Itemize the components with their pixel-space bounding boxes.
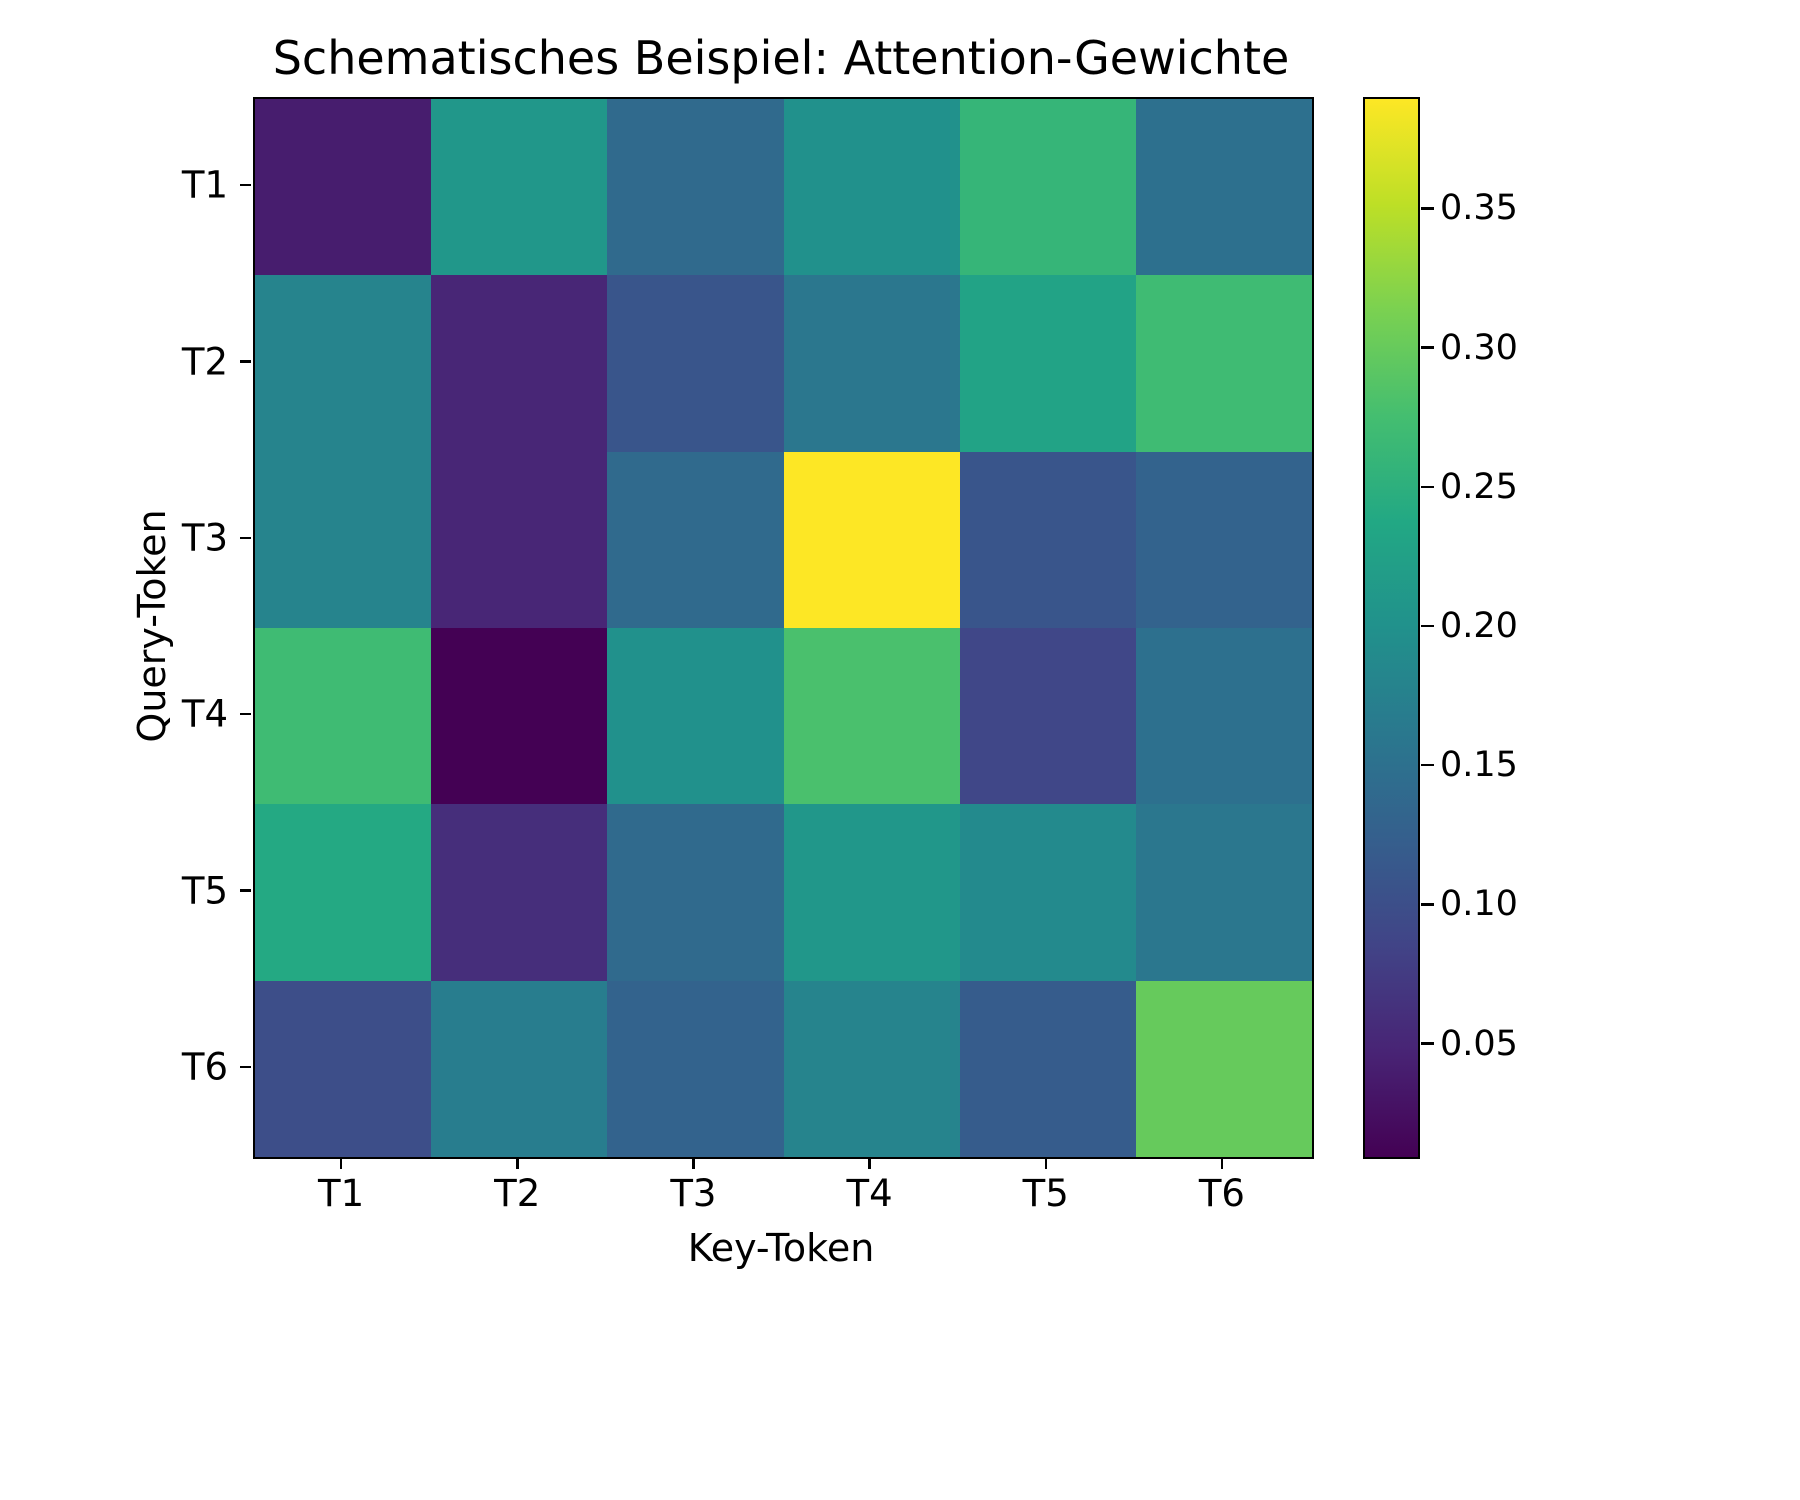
heatmap-cell [255, 627, 432, 805]
heatmap-cell [959, 627, 1136, 805]
heatmap-cell [431, 99, 608, 276]
heatmap-cell [783, 451, 960, 628]
heatmap-cell [255, 451, 432, 628]
heatmap-cell [959, 980, 1136, 1157]
colorbar-tick-mark [1421, 207, 1434, 210]
x-tick-mark [1044, 1158, 1047, 1169]
y-tick-mark [240, 712, 251, 716]
colorbar-tick-label: 0.25 [1440, 466, 1518, 507]
x-tick-mark [868, 1158, 871, 1169]
colorbar-tick-mark [1421, 1042, 1434, 1045]
x-tick-label: T4 [846, 1172, 893, 1215]
heatmap-cell [783, 99, 960, 276]
y-tick-mark [240, 889, 251, 892]
heatmap-cell [959, 804, 1136, 981]
heatmap-grid [253, 97, 1314, 1159]
heatmap-cell [607, 980, 784, 1157]
colorbar-tick-mark [1421, 485, 1434, 489]
colorbar-tick-mark [1421, 346, 1434, 349]
colorbar-tick-label: 0.35 [1440, 188, 1518, 229]
y-tick-label: T1 [181, 163, 228, 207]
heatmap-cell [255, 275, 432, 452]
y-tick-label: T6 [181, 1045, 228, 1089]
colorbar [1363, 97, 1420, 1159]
y-tick-label: T2 [181, 340, 228, 383]
heatmap-cell [607, 275, 784, 452]
heatmap-cell [607, 451, 784, 628]
colorbar-tick-mark [1421, 903, 1434, 906]
y-tick-label: T5 [181, 869, 228, 912]
heatmap-cell [1135, 451, 1312, 628]
heatmap-cell [783, 980, 960, 1157]
x-tick-label: T3 [670, 1172, 717, 1215]
x-tick-label: T6 [1198, 1172, 1245, 1215]
x-tick-mark [516, 1158, 519, 1169]
heatmap-cell [255, 804, 432, 981]
heatmap-cell [255, 99, 432, 276]
colorbar-tick-label: 0.10 [1440, 884, 1518, 925]
x-tick-mark [692, 1158, 695, 1169]
heatmap-cell [783, 275, 960, 452]
chart-title: Schematisches Beispiel: Attention-Gewich… [272, 31, 1290, 85]
y-tick-mark [240, 536, 251, 540]
heatmap-cell [959, 275, 1136, 452]
colorbar-tick-label: 0.05 [1440, 1023, 1518, 1064]
colorbar-tick-label: 0.15 [1440, 745, 1518, 786]
heatmap-cell [1135, 99, 1312, 276]
heatmap-cell [607, 99, 784, 276]
x-tick-label: T5 [1022, 1172, 1069, 1215]
x-tick-mark [1220, 1158, 1224, 1169]
heatmap-cell [1135, 804, 1312, 981]
x-tick-label: T2 [494, 1172, 541, 1215]
heatmap-cell [783, 804, 960, 981]
x-axis-label: Key-Token [687, 1226, 875, 1270]
heatmap-cell [959, 99, 1136, 276]
heatmap-cell [255, 980, 432, 1157]
heatmap-cell [1135, 627, 1312, 805]
heatmap-cell [431, 980, 608, 1157]
heatmap-cell [607, 804, 784, 981]
heatmap-cell [1135, 275, 1312, 452]
x-tick-mark [339, 1158, 343, 1169]
colorbar-tick-label: 0.20 [1440, 606, 1518, 646]
heatmap-cell [431, 275, 608, 452]
colorbar-tick-label: 0.30 [1440, 327, 1518, 368]
y-tick-mark [240, 183, 251, 187]
heatmap-cell [431, 627, 608, 805]
heatmap-cell [959, 451, 1136, 628]
colorbar-tick-mark [1421, 763, 1434, 767]
y-tick-mark [240, 1065, 251, 1069]
x-tick-label: T1 [318, 1172, 365, 1215]
heatmap-cell [783, 627, 960, 805]
colorbar-tick-mark [1421, 624, 1434, 628]
y-tick-label: T4 [181, 692, 228, 736]
heatmap-cell [431, 451, 608, 628]
y-tick-label: T3 [181, 516, 228, 560]
heatmap-cell [1135, 980, 1312, 1157]
heatmap-cell [607, 627, 784, 805]
y-tick-mark [240, 360, 251, 363]
heatmap-cell [431, 804, 608, 981]
